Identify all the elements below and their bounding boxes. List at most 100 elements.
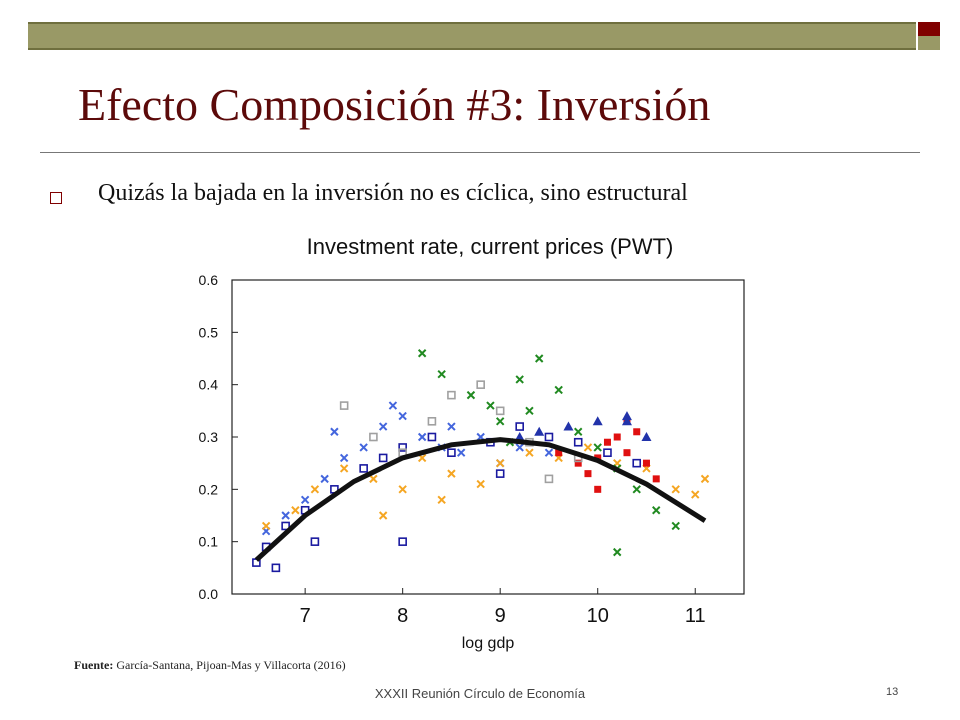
data-point [447,448,456,457]
data-point [652,475,660,483]
data-point [574,427,583,436]
data-point [633,428,641,436]
page-number: 13 [886,686,899,698]
data-point [563,421,574,431]
data-point [398,485,407,494]
data-point [417,432,427,442]
data-point [495,406,505,416]
data-point [437,369,446,379]
scatter-chart: Investment rate, current prices (PWT) 7 8… [199,234,745,652]
data-point [369,432,378,442]
source-label: Fuente: [74,658,114,672]
x-tick-label: 11 [685,605,706,627]
data-point [515,443,524,452]
data-point [534,354,544,363]
y-tick-label: 0.3 [199,429,219,445]
x-tick-label: 10 [587,605,609,627]
data-point [339,401,349,410]
bullet-text: Quizás la bajada en la inversión no es c… [98,180,688,206]
data-point [310,537,320,546]
data-point [594,485,602,493]
data-point [592,416,603,426]
data-point [495,469,505,478]
data-point [359,464,368,473]
fit-curve [254,437,707,562]
data-point [555,449,563,457]
data-point [515,422,524,431]
top-bar-olive [28,22,916,50]
corner-maroon-block [918,22,940,36]
data-point [583,443,593,452]
data-point [378,453,388,463]
data-point [621,416,632,426]
y-tick-label: 0.1 [199,534,219,550]
data-point [534,426,545,436]
data-point [261,521,271,531]
data-point [378,422,388,431]
data-point [427,417,437,426]
data-point [632,485,641,494]
data-point [642,459,650,467]
axis-ticks: 7 8 9 10 11 0.0 0.1 0.2 0.3 0.4 0.5 0.6 [199,272,706,627]
data-point [398,411,407,421]
data-point [447,469,456,478]
data-point [417,349,427,358]
data-point [603,438,611,446]
data-point [573,437,583,447]
data-point [621,411,632,421]
data-point [613,433,621,441]
data-point [593,443,602,452]
data-point [320,474,329,484]
y-tick-label: 0.2 [199,481,219,497]
data-point [281,521,290,531]
data-point [476,380,485,389]
data-point [671,521,680,531]
data-point [544,432,554,442]
data-point [515,375,524,384]
y-tick-label: 0.4 [199,377,219,393]
data-point [359,443,368,452]
data-point [525,448,534,457]
data-point [456,448,466,457]
source-text: García-Santana, Pijoan-Mas y Villacorta … [116,658,346,672]
data-point [388,401,398,410]
data-point [544,448,554,457]
data-point [378,511,388,520]
data-point [398,443,407,452]
data-point [398,537,407,546]
source-note: Fuente: García-Santana, Pijoan-Mas y Vil… [74,658,346,673]
corner-olive-block [918,36,940,50]
x-tick-label: 8 [397,605,408,627]
data-point [525,406,534,416]
top-decor-bar [28,22,916,50]
data-point [603,448,612,457]
data-point [271,563,281,573]
title-divider [40,152,920,153]
x-tick-label: 7 [300,605,311,627]
data-point [652,506,661,515]
data-point [339,464,349,473]
footer-text: XXXII Reunión Círculo de Economía [374,686,586,701]
data-point [291,506,300,515]
data-point [281,511,290,520]
data-point [466,390,476,400]
data-point [632,458,642,468]
data-point [623,449,631,457]
data-point [369,474,378,484]
data-points [252,349,710,573]
x-axis-label: log gdp [462,635,515,652]
data-point [554,385,563,395]
data-point [486,401,495,410]
x-tick-label: 9 [495,605,506,627]
data-point [574,459,582,467]
data-point [641,432,652,441]
data-point [476,479,485,489]
data-point [691,490,700,499]
data-point [495,417,505,426]
data-point [584,470,592,478]
data-point [300,495,310,505]
data-point [427,432,437,442]
plot-frame [231,279,745,595]
chart-title: Investment rate, current prices (PWT) [307,234,674,259]
data-point [544,474,554,484]
